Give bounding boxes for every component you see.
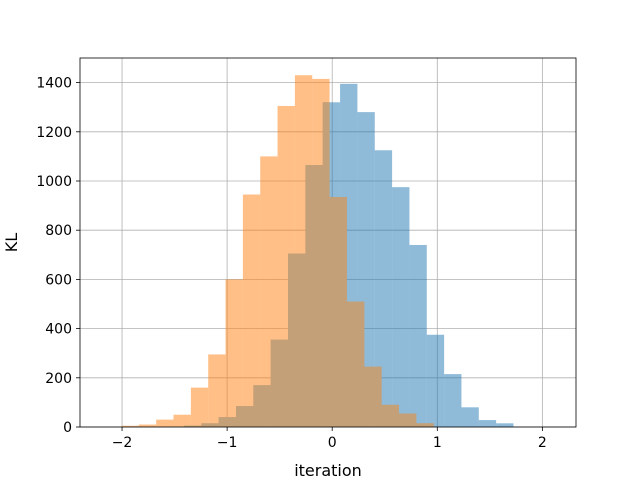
y-tick-label: 1400	[36, 76, 72, 92]
y-tick-label: 800	[45, 223, 72, 239]
histogram-bar	[121, 425, 139, 427]
histogram-bar	[242, 194, 261, 427]
plot-frame	[79, 57, 577, 428]
overlap-bar	[398, 413, 410, 427]
overlap-bar	[381, 404, 393, 427]
histogram-bar	[392, 187, 410, 427]
histogram-bar	[409, 244, 427, 427]
overlap-bar	[357, 301, 365, 427]
overlap-bar	[242, 406, 254, 427]
y-tick-label: 0	[63, 420, 72, 436]
overlap-bar	[236, 406, 243, 427]
histogram-bar	[225, 279, 243, 427]
histogram-bar	[444, 374, 462, 427]
y-tick-label: 1200	[36, 125, 72, 141]
x-axis-label: iteration	[294, 461, 362, 480]
overlap-bar	[312, 165, 323, 427]
y-tick-label: 600	[45, 272, 72, 288]
overlap-bar	[225, 417, 237, 427]
overlap-bar	[190, 425, 202, 427]
overlap-bar	[270, 339, 278, 427]
overlap-bar	[374, 366, 382, 427]
histogram-bar	[208, 354, 226, 427]
histogram-bar	[478, 420, 497, 427]
overlap-bar	[329, 196, 341, 427]
histogram-bar	[173, 414, 191, 427]
x-axis: −2 −1 0 1 2	[112, 427, 547, 451]
overlap-bar	[184, 425, 191, 427]
overlap-bar	[392, 404, 399, 427]
histogram-bar	[138, 424, 157, 427]
histogram-bar	[461, 407, 479, 427]
overlap-bar	[416, 423, 427, 427]
histogram-bar	[156, 419, 174, 427]
overlap-bar	[322, 102, 330, 427]
y-tick-label: 1000	[36, 174, 72, 190]
overlap-bar	[218, 417, 226, 427]
overlap-bar	[260, 385, 271, 427]
histogram-bar	[374, 150, 393, 427]
x-tick-label: −1	[217, 435, 238, 451]
overlap-bar	[346, 301, 358, 427]
overlap-bar	[409, 413, 417, 427]
overlap-bar	[208, 423, 219, 427]
overlap-bar	[305, 165, 313, 427]
histogram-bar	[496, 423, 514, 427]
x-tick-label: 0	[328, 435, 337, 451]
overlap-bar	[340, 196, 347, 427]
overlap-bar	[364, 366, 375, 427]
histogram-bar	[426, 334, 445, 427]
overlap-bar	[288, 253, 295, 427]
overlap-bars	[166, 102, 434, 427]
overlap-bar	[253, 385, 261, 427]
x-tick-label: −2	[112, 435, 133, 451]
x-tick-label: 1	[433, 435, 442, 451]
overlap-bar	[277, 339, 289, 427]
histogram-bar	[190, 387, 209, 427]
y-tick-label: 400	[45, 322, 72, 338]
overlap-bar	[201, 423, 209, 427]
y-tick-label: 200	[45, 371, 72, 387]
overlap-bar	[294, 253, 306, 427]
x-tick-label: 2	[538, 435, 547, 451]
y-axis: 0 200 400 600 800 1000 1200 1400	[36, 76, 80, 436]
overlap-bar	[426, 423, 434, 427]
y-axis-label: KL	[2, 233, 21, 252]
